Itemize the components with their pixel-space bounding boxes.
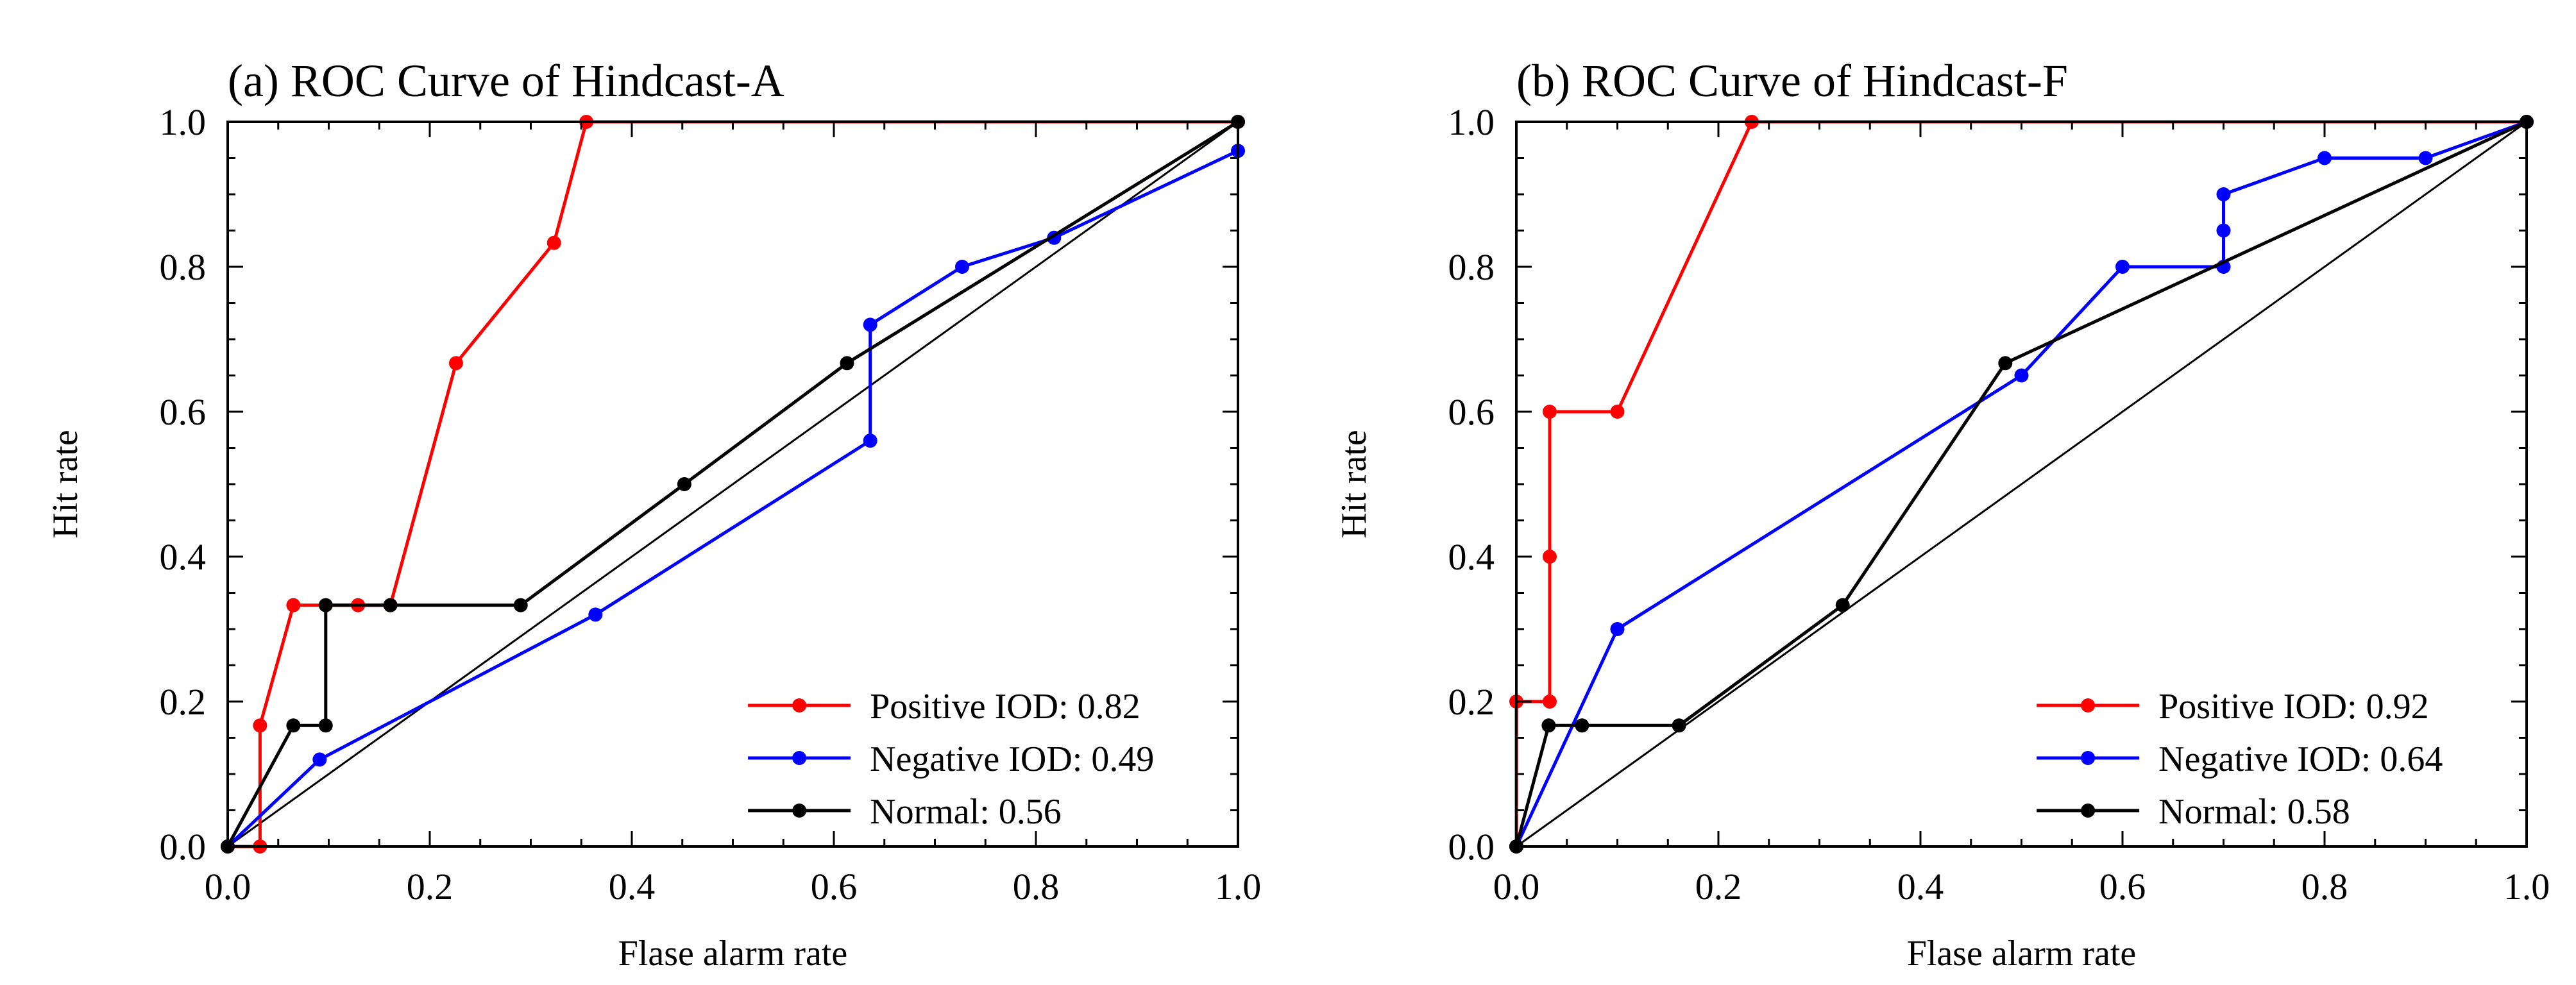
y-tick-label: 0.8 — [1448, 246, 1495, 288]
data-point — [1542, 695, 1557, 709]
x-tick-label: 0.6 — [2099, 866, 2146, 907]
x-tick-label: 0.8 — [1013, 866, 1060, 907]
y-tick-label: 0.2 — [160, 681, 207, 723]
legend-label-1: Negative IOD: 0.64 — [2158, 739, 2443, 779]
data-point — [2014, 368, 2029, 383]
x-tick-label: 0.6 — [811, 866, 858, 907]
data-point — [1835, 598, 1850, 612]
x-axis-label: Flase alarm rate — [618, 934, 848, 973]
data-point — [677, 477, 691, 491]
y-tick-label: 0.2 — [1448, 681, 1495, 723]
data-point — [955, 260, 970, 274]
legend-marker-2 — [2081, 804, 2096, 818]
data-point — [1610, 405, 1625, 419]
legend-marker-1 — [792, 751, 807, 765]
y-tick-label: 0.0 — [1448, 826, 1495, 868]
data-point — [863, 434, 877, 448]
roc-panel-a: (a) ROC Curve of Hindcast-A 0.0 0.2 0.4 0.6 0… — [46, 55, 1261, 973]
legend-marker-2 — [792, 804, 807, 818]
legend: Positive IOD: 0.82 Negative IOD: 0.49 Norm… — [748, 687, 1154, 832]
legend: Positive IOD: 0.92 Negative IOD: 0.64 Norm… — [2037, 687, 2443, 832]
data-point — [1541, 718, 1556, 733]
data-point — [1672, 718, 1686, 733]
data-point — [286, 598, 301, 612]
x-tick-label: 0.4 — [609, 866, 656, 907]
data-point — [1610, 622, 1625, 636]
data-point — [1542, 550, 1557, 564]
y-tick-label: 0.6 — [1448, 391, 1495, 433]
legend-label-2: Normal: 0.56 — [870, 792, 1062, 832]
data-point — [513, 598, 528, 612]
legend-label-2: Normal: 0.58 — [2158, 792, 2350, 832]
legend-label-0: Positive IOD: 0.82 — [870, 687, 1140, 727]
x-tick-label: 0.8 — [2301, 866, 2348, 907]
data-point — [2216, 187, 2231, 201]
data-point — [448, 356, 463, 371]
data-point — [312, 752, 327, 767]
legend-label-1: Negative IOD: 0.49 — [870, 739, 1154, 779]
x-axis-label: Flase alarm rate — [1907, 934, 2137, 973]
data-point — [318, 598, 333, 612]
y-tick-label: 1.0 — [160, 101, 207, 143]
legend-marker-0 — [792, 698, 807, 712]
diagonal-reference-line — [1516, 121, 2527, 848]
x-tick-label: 1.0 — [1215, 866, 1262, 907]
y-tick-label: 1.0 — [1448, 101, 1495, 143]
data-point — [253, 718, 267, 733]
data-point — [863, 317, 877, 332]
series-line-1 — [1514, 120, 2527, 848]
x-tick-label: 0.2 — [407, 866, 453, 907]
y-tick-label: 0.8 — [160, 246, 207, 288]
data-point — [2418, 151, 2433, 165]
y-axis-label: Hit rate — [1334, 430, 1374, 538]
data-point — [588, 607, 603, 622]
y-axis-label: Hit rate — [46, 430, 85, 538]
chart-title: (b) ROC Curve of Hindcast-F — [1516, 55, 2068, 106]
legend-label-0: Positive IOD: 0.92 — [2158, 687, 2429, 727]
y-tick-label: 0.4 — [1448, 536, 1495, 578]
data-point — [2216, 223, 2231, 238]
chart-title: (a) ROC Curve of Hindcast-A — [228, 55, 784, 106]
data-point — [547, 235, 561, 250]
data-point — [1575, 718, 1589, 733]
legend-marker-0 — [2081, 698, 2096, 712]
data-point — [840, 356, 854, 371]
data-point — [318, 718, 333, 733]
data-point — [383, 598, 398, 612]
y-tick-label: 0.0 — [160, 826, 207, 868]
data-point — [2115, 260, 2130, 274]
x-tick-label: 0.4 — [1897, 866, 1944, 907]
data-point — [286, 718, 301, 733]
data-point — [2318, 151, 2332, 165]
y-tick-label: 0.4 — [160, 536, 207, 578]
x-tick-label: 0.0 — [1493, 866, 1540, 907]
axis-ticks — [226, 121, 1239, 848]
data-point — [1542, 405, 1557, 419]
axis-ticks — [1515, 121, 2528, 848]
diagonal-reference-line — [227, 121, 1239, 848]
data-point — [1998, 356, 2013, 371]
roc-panel-b: (b) ROC Curve of Hindcast-F 0.0 0.2 0.4 0.6 0… — [1334, 55, 2550, 973]
x-tick-label: 1.0 — [2504, 866, 2550, 907]
series-line-1 — [226, 149, 1239, 848]
x-tick-label: 0.0 — [205, 866, 251, 907]
legend-marker-1 — [2081, 751, 2096, 765]
x-tick-label: 0.2 — [1695, 866, 1742, 907]
y-tick-label: 0.6 — [160, 391, 207, 433]
